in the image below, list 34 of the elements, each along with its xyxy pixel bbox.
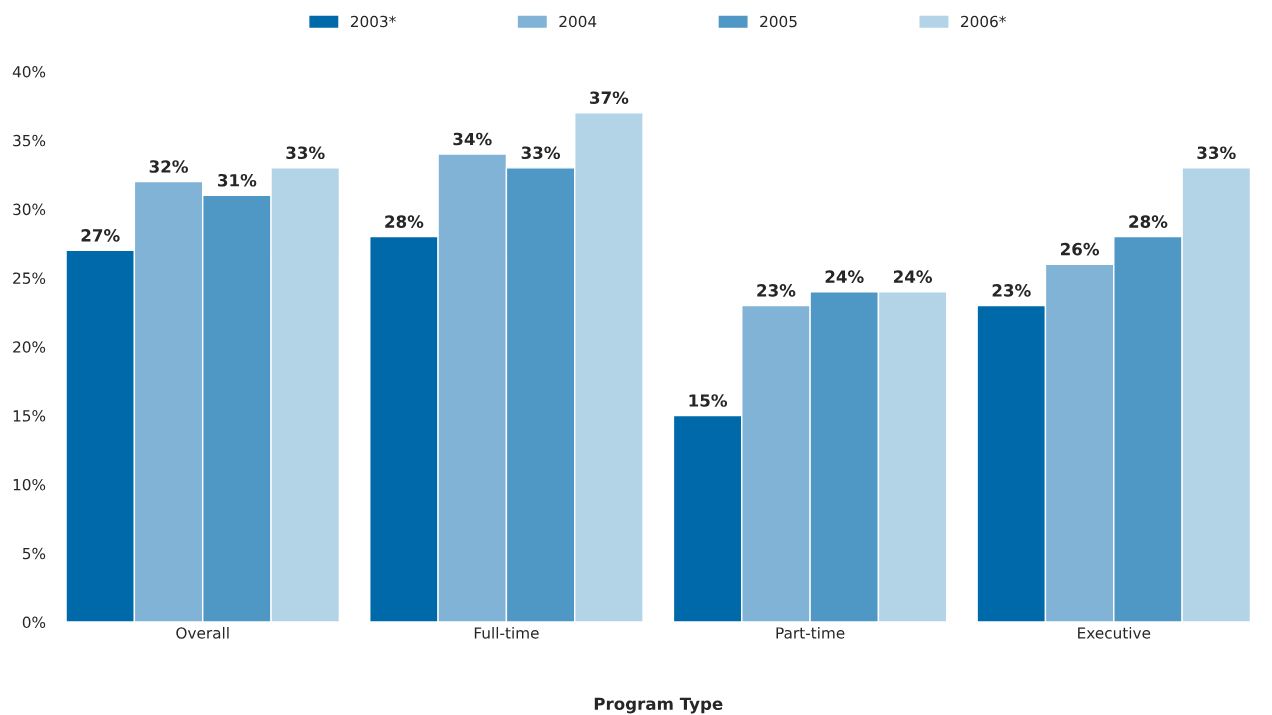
- data-label: 27%: [81, 229, 120, 242]
- x-tick-label: Full-time: [474, 626, 539, 639]
- data-label: 37%: [590, 91, 629, 105]
- data-label: 28%: [385, 215, 424, 228]
- data-label: 28%: [1129, 215, 1168, 228]
- data-label: 23%: [992, 284, 1031, 297]
- legend-label: 2003*: [350, 15, 396, 28]
- y-tick-label: 15%: [13, 410, 46, 422]
- legend-label: 2006*: [961, 15, 1006, 28]
- y-tick-label: 35%: [13, 134, 46, 147]
- y-tick-label: 5%: [22, 547, 46, 560]
- data-label: 15%: [689, 394, 728, 407]
- x-tick-label: Part-time: [776, 626, 845, 639]
- x-tick-label: Executive: [1078, 626, 1151, 639]
- y-tick-label: 40%: [12, 65, 46, 78]
- data-label: 33%: [286, 146, 325, 160]
- y-tick-label: 30%: [13, 203, 46, 216]
- y-tick-label: 10%: [13, 478, 46, 491]
- data-label: 31%: [218, 173, 257, 187]
- data-label: 26%: [1061, 242, 1100, 256]
- data-label: 23%: [757, 284, 796, 297]
- y-tick-label: 20%: [13, 341, 46, 353]
- legend-label: 2005: [760, 15, 797, 28]
- y-tick-label: 0%: [22, 616, 46, 629]
- data-label: 24%: [825, 270, 864, 283]
- data-label: 33%: [521, 146, 560, 160]
- data-label: 24%: [893, 270, 933, 283]
- data-label: 33%: [1197, 146, 1236, 160]
- legend-label: 2004: [559, 15, 597, 28]
- x-axis-title: Program Type: [594, 697, 723, 714]
- x-tick-label: Overall: [176, 626, 229, 639]
- data-label: 32%: [149, 160, 188, 173]
- data-label: 34%: [453, 132, 492, 146]
- y-tick-label: 25%: [13, 272, 46, 284]
